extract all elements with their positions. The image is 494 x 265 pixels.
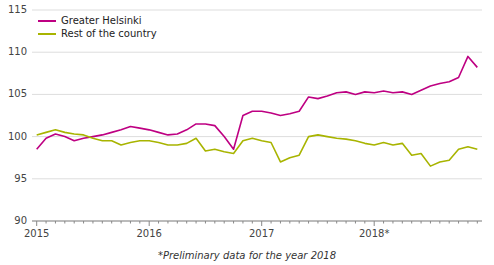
grid-line: [32, 52, 482, 53]
x-minor-tick: [242, 221, 243, 224]
x-minor-tick: [158, 221, 159, 224]
x-minor-tick: [355, 221, 356, 224]
x-minor-tick: [83, 221, 84, 224]
x-minor-tick: [196, 221, 197, 224]
x-minor-tick: [224, 221, 225, 224]
x-minor-tick: [64, 221, 65, 224]
x-minor-tick: [289, 221, 290, 224]
x-minor-tick: [130, 221, 131, 224]
y-tick-label: 105: [8, 88, 27, 99]
x-minor-tick: [346, 221, 347, 224]
x-minor-tick: [383, 221, 384, 224]
x-minor-tick: [317, 221, 318, 224]
x-tick-label: 2015: [24, 228, 49, 239]
grid-line: [32, 136, 482, 137]
x-axis-line: [32, 221, 482, 222]
x-minor-tick: [177, 221, 178, 224]
x-minor-tick: [364, 221, 365, 224]
x-minor-tick: [477, 221, 478, 224]
x-minor-tick: [74, 221, 75, 224]
x-minor-tick: [111, 221, 112, 224]
grid-line: [32, 178, 482, 179]
x-minor-tick: [467, 221, 468, 224]
x-minor-tick: [186, 221, 187, 224]
chart: 90 95 100 105 110 115 2015 2016 2017 2018* Greater…: [0, 0, 494, 265]
series-line: [37, 56, 478, 149]
legend: Greater Helsinki Rest of the country: [38, 15, 157, 39]
x-minor-tick: [327, 221, 328, 224]
y-tick-label: 115: [8, 4, 27, 15]
grid-line: [32, 10, 482, 11]
y-tick-label: 100: [8, 131, 27, 142]
plot-area: [37, 56, 478, 166]
x-minor-tick: [92, 221, 93, 224]
x-minor-tick: [299, 221, 300, 224]
y-tick-label: 90: [14, 215, 27, 226]
legend-swatch: [38, 20, 56, 22]
x-tick: [149, 221, 150, 226]
x-minor-tick: [102, 221, 103, 224]
x-minor-tick: [167, 221, 168, 224]
x-minor-tick: [421, 221, 422, 224]
x-minor-tick: [308, 221, 309, 224]
x-tick-label: 2018*: [359, 228, 389, 239]
x-minor-tick: [233, 221, 234, 224]
x-minor-tick: [252, 221, 253, 224]
grid-line: [32, 221, 482, 222]
x-minor-tick: [449, 221, 450, 224]
x-tick: [374, 221, 375, 226]
x-minor-tick: [430, 221, 431, 224]
x-axis: 2015 2016 2017 2018*: [24, 221, 482, 239]
x-tick: [36, 221, 37, 226]
x-minor-tick: [402, 221, 403, 224]
x-minor-tick: [214, 221, 215, 224]
legend-swatch: [38, 33, 56, 35]
footnote: *Preliminary data for the year 2018: [158, 250, 336, 261]
x-minor-tick: [55, 221, 56, 224]
legend-label: Rest of the country: [61, 28, 157, 39]
y-tick-label: 110: [8, 46, 27, 57]
x-minor-tick: [139, 221, 140, 224]
x-minor-tick: [458, 221, 459, 224]
x-minor-tick: [411, 221, 412, 224]
y-tick-label: 95: [14, 173, 27, 184]
legend-label: Greater Helsinki: [61, 15, 142, 26]
series-line: [37, 130, 478, 166]
x-minor-tick: [46, 221, 47, 224]
y-grid: [32, 10, 482, 221]
x-minor-tick: [280, 221, 281, 224]
x-tick: [261, 221, 262, 226]
x-minor-tick: [271, 221, 272, 224]
x-minor-tick: [392, 221, 393, 224]
x-minor-tick: [121, 221, 122, 224]
x-tick-label: 2017: [249, 228, 274, 239]
x-minor-tick: [205, 221, 206, 224]
x-tick-label: 2016: [136, 228, 161, 239]
grid-line: [32, 94, 482, 95]
x-minor-tick: [439, 221, 440, 224]
x-minor-tick: [336, 221, 337, 224]
